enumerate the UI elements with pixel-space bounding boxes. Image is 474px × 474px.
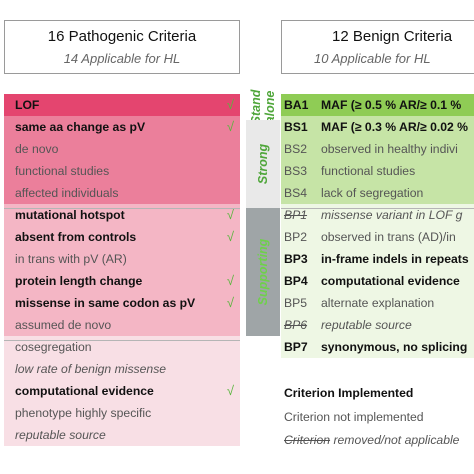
benign-row-bp1: BP1 missense variant in LOF g xyxy=(281,204,474,226)
criterion-code: BP1 xyxy=(284,208,308,222)
pathogenic-row-lof: LOF √ xyxy=(4,94,240,116)
pathogenic-row-low-rate-benign-missense: low rate of benign missense xyxy=(4,358,240,380)
group-divider xyxy=(4,208,240,209)
criterion-label: missense variant in LOF g xyxy=(321,208,463,222)
implemented-check-icon: √ xyxy=(226,97,234,112)
criterion-label: affected individuals xyxy=(15,186,119,200)
pathogenic-row-cosegregation: cosegregation xyxy=(4,336,240,358)
benign-row-bp3: BP3 in-frame indels in repeats xyxy=(281,248,474,270)
level-strong: Strong xyxy=(246,120,280,208)
criterion-label: MAF (≥ 0.5 % AR/≥ 0.1 % xyxy=(321,98,462,112)
pathogenic-row-protein-length-change: protein length change √ xyxy=(4,270,240,292)
legend-removed: Criterion removed/not applicable xyxy=(284,433,459,447)
criterion-code: BP4 xyxy=(284,274,308,288)
level-strong-label: Strong xyxy=(256,143,270,185)
criterion-label: reputable source xyxy=(321,318,412,332)
criterion-label: synonymous, no splicing xyxy=(321,340,468,354)
criterion-label: in-frame indels in repeats xyxy=(321,252,469,266)
criterion-label: computational evidence xyxy=(15,384,154,398)
pathogenic-row-absent-from-controls: absent from controls √ xyxy=(4,226,240,248)
benign-row-bp4: BP4 computational evidence xyxy=(281,270,474,292)
criterion-label: alternate explanation xyxy=(321,296,435,310)
criterion-label: de novo xyxy=(15,142,59,156)
level-supporting: Supporting xyxy=(246,208,280,336)
pathogenic-row-functional-studies: functional studies xyxy=(4,160,240,182)
pathogenic-row-affected-individuals: affected individuals xyxy=(4,182,240,204)
benign-row-bs1: BS1 MAF (≥ 0.3 % AR/≥ 0.02 % xyxy=(281,116,474,138)
benign-row-bs3: BS3 functional studies xyxy=(281,160,474,182)
legend-removed-word: Criterion xyxy=(284,433,331,447)
criterion-code: BS4 xyxy=(284,186,308,200)
criterion-code: BP3 xyxy=(284,252,308,266)
criterion-label: observed in healthy indivi xyxy=(321,142,458,156)
criterion-label: absent from controls xyxy=(15,230,137,244)
pathogenic-row-reputable-source: reputable source xyxy=(4,424,240,446)
pathogenic-row-mutational-hotspot: mutational hotspot √ xyxy=(4,204,240,226)
criterion-label: lack of segregation xyxy=(321,186,424,200)
criterion-label: LOF xyxy=(15,98,40,112)
criterion-code: BS2 xyxy=(284,142,308,156)
level-supporting-label: Supporting xyxy=(256,238,270,306)
pathogenic-row-same-aa-change: same aa change as pV √ xyxy=(4,116,240,138)
benign-title: 12 Benign Criteria xyxy=(332,28,453,45)
legend-not-implemented: Criterion not implemented xyxy=(284,410,424,424)
criterion-label: observed in trans (AD)/in xyxy=(321,230,456,244)
legend-implemented: Criterion Implemented xyxy=(284,386,414,400)
benign-row-bs4: BS4 lack of segregation xyxy=(281,182,474,204)
pathogenic-row-in-trans: in trans with pV (AR) xyxy=(4,248,240,270)
criterion-label: mutational hotspot xyxy=(15,208,125,222)
criterion-code: BA1 xyxy=(284,98,309,112)
criterion-label: functional studies xyxy=(15,164,110,178)
criterion-label: assumed de novo xyxy=(15,318,112,332)
criterion-label: missense in same codon as pV xyxy=(15,296,196,310)
benign-row-bs2: BS2 observed in healthy indivi xyxy=(281,138,474,160)
criterion-label: computational evidence xyxy=(321,274,460,288)
criterion-label: reputable source xyxy=(15,428,106,442)
implemented-check-icon: √ xyxy=(226,383,234,398)
pathogenic-row-missense-same-codon: missense in same codon as pV √ xyxy=(4,292,240,314)
benign-row-bp7: BP7 synonymous, no splicing xyxy=(281,336,474,358)
pathogenic-row-computational-evidence: computational evidence √ xyxy=(4,380,240,402)
criterion-label: MAF (≥ 0.3 % AR/≥ 0.02 % xyxy=(321,120,469,134)
criterion-label: cosegregation xyxy=(15,340,92,354)
criterion-label: in trans with pV (AR) xyxy=(15,252,127,266)
benign-row-bp5: BP5 alternate explanation xyxy=(281,292,474,314)
pathogenic-subtitle: 14 Applicable for HL xyxy=(63,51,181,66)
criterion-code: BS3 xyxy=(284,164,308,178)
criterion-label: functional studies xyxy=(321,164,416,178)
pathogenic-header: 16 Pathogenic Criteria 14 Applicable for… xyxy=(4,20,240,74)
pathogenic-row-assumed-de-novo: assumed de novo xyxy=(4,314,240,336)
implemented-check-icon: √ xyxy=(226,207,234,222)
benign-subtitle: 10 Applicable for HL xyxy=(314,51,431,66)
implemented-check-icon: √ xyxy=(226,119,234,134)
group-divider xyxy=(4,340,240,341)
criterion-label: protein length change xyxy=(15,274,143,288)
criterion-label: low rate of benign missense xyxy=(15,362,167,376)
level-standalone: Stand alone xyxy=(246,90,280,124)
benign-row-bp2: BP2 observed in trans (AD)/in xyxy=(281,226,474,248)
criterion-code: BP6 xyxy=(284,318,308,332)
pathogenic-row-de-novo: de novo xyxy=(4,138,240,160)
implemented-check-icon: √ xyxy=(226,229,234,244)
benign-header: 12 Benign Criteria 10 Applicable for HL xyxy=(281,20,474,74)
criterion-code: BP2 xyxy=(284,230,308,244)
criterion-label: phenotype highly specific xyxy=(15,406,152,420)
implemented-check-icon: √ xyxy=(226,295,234,310)
benign-row-bp6: BP6 reputable source xyxy=(281,314,474,336)
criterion-code: BS1 xyxy=(284,120,308,134)
criterion-code: BP5 xyxy=(284,296,308,310)
implemented-check-icon: √ xyxy=(226,273,234,288)
criterion-code: BP7 xyxy=(284,340,308,354)
pathogenic-row-phenotype-specific: phenotype highly specific xyxy=(4,402,240,424)
pathogenic-title: 16 Pathogenic Criteria xyxy=(47,28,197,45)
criterion-label: same aa change as pV xyxy=(15,120,146,134)
legend-removed-rest: removed/not applicable xyxy=(330,433,460,447)
benign-row-ba1: BA1 MAF (≥ 0.5 % AR/≥ 0.1 % xyxy=(281,94,474,116)
group-divider xyxy=(281,208,474,209)
